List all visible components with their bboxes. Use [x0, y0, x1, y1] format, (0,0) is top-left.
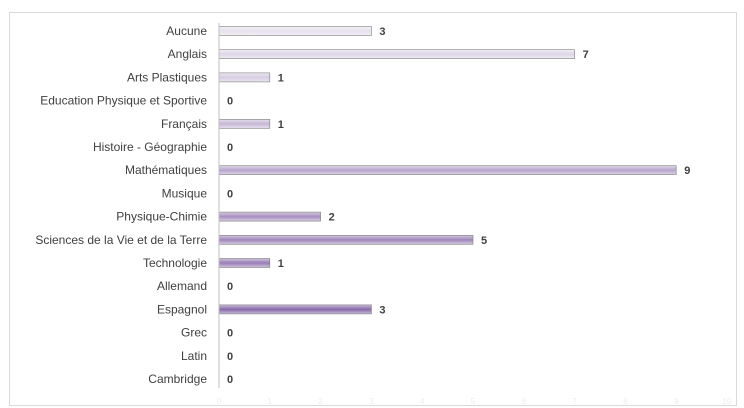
data-label: 3 — [379, 304, 385, 316]
data-label: 1 — [278, 72, 284, 84]
x-tick-label: 6 — [522, 397, 527, 406]
data-label: 1 — [278, 258, 284, 270]
x-tick-label: 0 — [217, 397, 222, 406]
category-label: Allemand — [157, 279, 207, 293]
category-label: Arts Plastiques — [127, 70, 207, 84]
bar — [218, 72, 271, 83]
bar — [218, 235, 474, 245]
category-label: Anglais — [168, 47, 207, 61]
data-label: 9 — [684, 165, 690, 177]
category-label: Physique-Chimie — [116, 210, 207, 224]
data-label: 0 — [227, 142, 233, 154]
category-label: Sciences de la Vie et de la Terre — [35, 233, 207, 247]
data-label: 0 — [227, 351, 233, 363]
category-label: Grec — [181, 326, 207, 340]
x-tick-label: 9 — [674, 397, 679, 406]
x-tick-label: 4 — [420, 397, 425, 406]
bar — [218, 211, 321, 222]
bar — [218, 258, 271, 268]
data-label: 7 — [583, 49, 589, 61]
bar — [218, 49, 575, 60]
x-tick-label: 2 — [318, 397, 323, 406]
x-tick-label: 1 — [268, 397, 273, 406]
category-label: Espagnol — [157, 302, 207, 316]
bar — [218, 119, 271, 129]
data-label: 1 — [278, 119, 284, 131]
category-label: Aucune — [166, 24, 207, 38]
data-label: 0 — [227, 328, 233, 340]
data-label: 0 — [227, 188, 233, 200]
x-tick-label: 8 — [623, 397, 628, 406]
category-label: Histoire - Géographie — [93, 140, 207, 154]
bar-group — [218, 26, 677, 315]
x-tick-label: 5 — [471, 397, 476, 406]
x-tick-labels: 0 1 2 3 4 5 6 7 8 9 10 — [217, 397, 732, 406]
chart-frame — [9, 12, 737, 406]
category-label: Français — [161, 117, 207, 131]
data-label: 0 — [227, 96, 233, 108]
x-tick-label: 7 — [572, 397, 577, 406]
category-label: Education Physique et Sportive — [40, 94, 207, 108]
value-labels: 3 7 1 0 1 0 9 0 2 5 1 0 3 0 0 0 — [227, 26, 690, 386]
x-tick-label: 10 — [723, 397, 732, 406]
bar — [218, 304, 372, 315]
category-labels: Aucune Anglais Arts Plastiques Education Ph… — [35, 24, 207, 386]
data-label: 2 — [329, 212, 335, 224]
data-label: 0 — [227, 374, 233, 386]
category-label: Cambridge — [148, 372, 207, 386]
bar — [218, 165, 677, 175]
data-label: 0 — [227, 281, 233, 293]
category-label: Musique — [162, 186, 208, 200]
x-tick-label: 3 — [369, 397, 374, 406]
data-label: 3 — [379, 26, 385, 38]
data-label: 5 — [481, 235, 487, 247]
bar — [218, 26, 372, 36]
category-label: Mathématiques — [125, 163, 207, 177]
category-label: Technologie — [143, 256, 207, 270]
category-label: Latin — [181, 349, 207, 363]
